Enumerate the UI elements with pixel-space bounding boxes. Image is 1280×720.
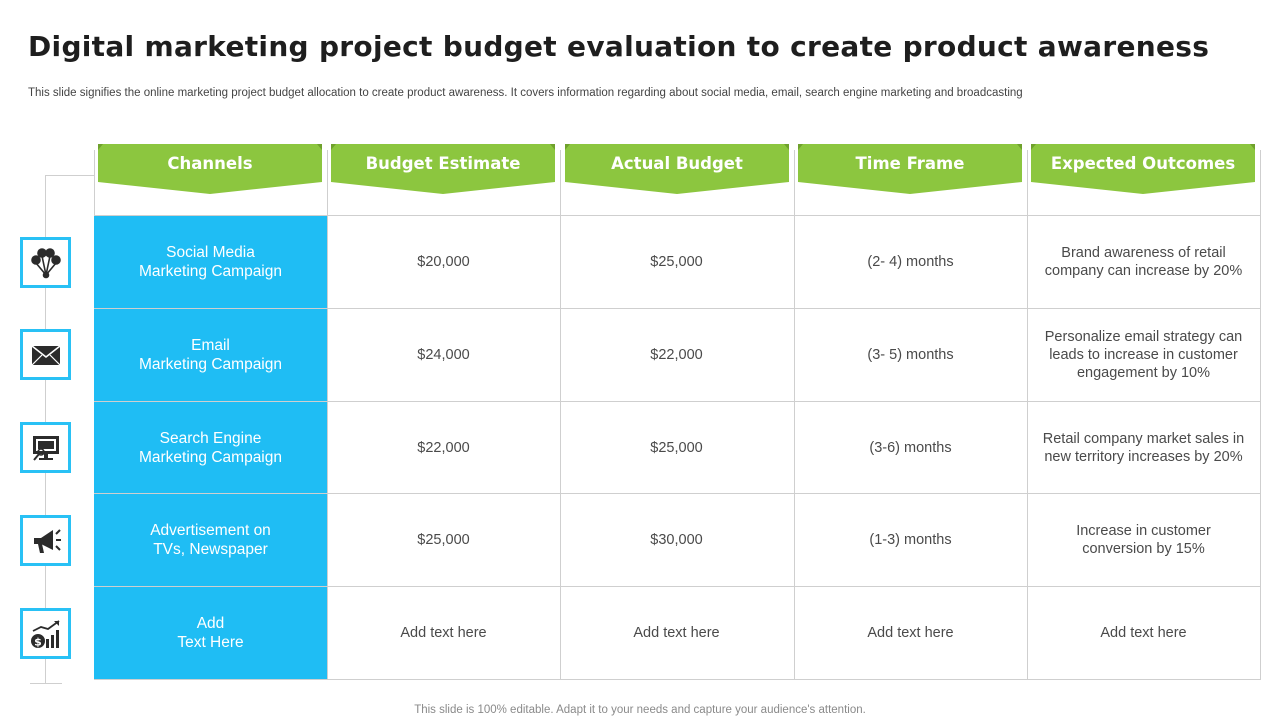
row-icon-box <box>20 329 71 380</box>
outcome-cell: Personalize email strategy can leads to … <box>1044 329 1243 381</box>
banner-shape <box>98 144 322 194</box>
svg-text:$: $ <box>34 635 42 648</box>
budget-estimate-cell: $22,000 <box>417 439 470 456</box>
row-icon-box <box>20 237 71 288</box>
row-icon-box: $ <box>20 608 71 659</box>
header-label: Channels <box>167 153 253 173</box>
channel-cell: Advertisement on TVs, Newspaper <box>94 494 327 586</box>
envelope-icon <box>31 344 60 365</box>
table-rule <box>94 401 1261 402</box>
time-frame-cell: Add text here <box>867 625 954 641</box>
budget-estimate-cell: $25,000 <box>417 532 470 548</box>
actual-budget-cell: $25,000 <box>650 254 703 270</box>
rail-base <box>30 683 62 684</box>
table-rule <box>94 586 1261 587</box>
table-rule <box>94 308 1261 309</box>
channel-cell: Add Text Here <box>94 587 327 679</box>
budget-estimate-cell: $24,000 <box>417 347 470 363</box>
budget-estimate-cell: $20,000 <box>417 254 470 270</box>
banner-shape <box>1031 144 1255 194</box>
channel-cell: Email Marketing Campaign <box>94 309 327 401</box>
channel-cell: Social Media Marketing Campaign <box>94 216 327 308</box>
table-rule <box>1027 150 1028 680</box>
actual-budget-cell: $30,000 <box>650 532 703 548</box>
banner-shape <box>331 144 555 194</box>
row-icon-box <box>20 422 71 473</box>
budget-table: Channels Budget Estimate Actual Budget T… <box>94 144 1261 680</box>
page-subtitle: This slide signifies the online marketin… <box>28 87 1023 99</box>
table-rule <box>1260 150 1261 680</box>
actual-budget-cell: Add text here <box>633 625 720 641</box>
header-budget-estimate: Budget Estimate <box>331 144 555 200</box>
table-rule <box>94 679 1261 680</box>
header-channels: Channels <box>98 144 322 200</box>
rail-connector <box>45 175 95 176</box>
money-growth-chart-icon: $ <box>30 619 60 648</box>
footer-note: This slide is 100% editable. Adapt it to… <box>414 704 866 716</box>
monitor-search-icon <box>32 435 59 461</box>
header-expected-outcomes: Expected Outcomes <box>1031 144 1255 200</box>
actual-budget-cell: $25,000 <box>650 439 703 456</box>
header-label: Budget Estimate <box>365 153 521 173</box>
banner-shape <box>565 144 789 194</box>
header-label: Time Frame <box>855 153 965 173</box>
outcome-cell: Increase in customer conversion by 15% <box>1076 523 1211 557</box>
time-frame-cell: (1-3) months <box>869 532 952 548</box>
table-rule <box>560 150 561 680</box>
banner-shape <box>798 144 1022 194</box>
social-network-icon <box>30 247 61 278</box>
table-rule <box>94 215 1261 216</box>
time-frame-cell: (2- 4) months <box>867 254 954 270</box>
header-label: Expected Outcomes <box>1050 153 1236 173</box>
header-time-frame: Time Frame <box>798 144 1022 200</box>
page-title: Digital marketing project budget evaluat… <box>28 30 1210 63</box>
table-rule <box>327 150 328 680</box>
row-icon-box <box>20 515 71 566</box>
header-actual-budget: Actual Budget <box>565 144 789 200</box>
megaphone-icon <box>33 528 61 553</box>
actual-budget-cell: $22,000 <box>650 347 703 363</box>
outcome-cell: Brand awareness of retail company can in… <box>1044 245 1243 279</box>
budget-estimate-cell: Add text here <box>400 625 487 641</box>
table-rule <box>94 493 1261 494</box>
outcome-cell: Retail company market sales in new terri… <box>1042 430 1245 465</box>
table-rule <box>794 150 795 680</box>
outcome-cell: Add text here <box>1100 625 1187 641</box>
time-frame-cell: (3- 5) months <box>867 347 954 363</box>
time-frame-cell: (3-6) months <box>869 439 952 456</box>
channel-cell: Search Engine Marketing Campaign <box>94 402 327 493</box>
header-label: Actual Budget <box>611 153 743 173</box>
